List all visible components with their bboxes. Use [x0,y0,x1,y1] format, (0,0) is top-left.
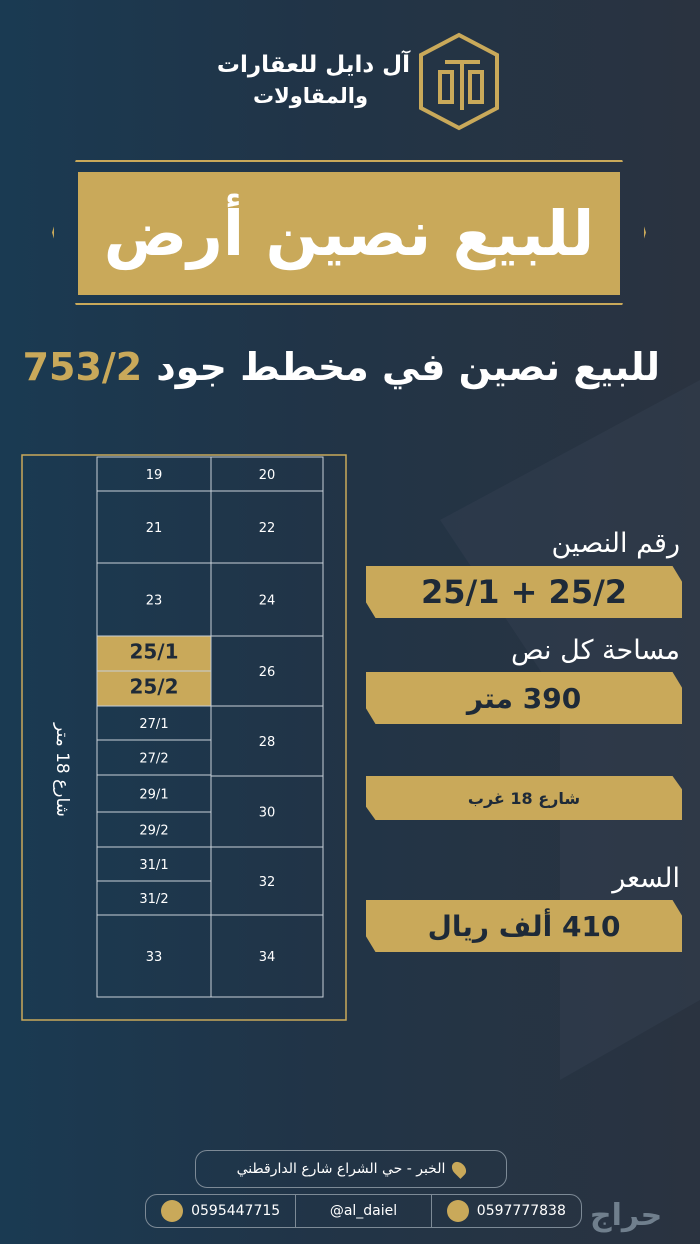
lot-label: 19 [146,468,163,483]
lot-label: 21 [146,521,163,536]
brand-subname: والمقاولات [252,84,368,108]
pin-icon [449,1159,470,1179]
area-value: 390 متر [366,672,682,724]
contact-pill: 0595447715 @al_daiel 0597777838 [145,1194,582,1228]
area-label: مساحة كل نص [510,635,680,666]
lot-label: 28 [259,735,276,750]
lot-label: 27/1 [139,717,168,732]
lot-label: 25/2 [129,675,178,699]
lot-label: 22 [259,521,276,536]
lot-label: 23 [146,594,163,609]
plots-label: رقم النصين [551,528,681,559]
lot-label: 30 [259,806,276,821]
whatsapp-icon [161,1200,184,1222]
watermark: حراج [590,1198,663,1233]
phone-call[interactable]: 0597777838 [476,1203,566,1219]
handle[interactable]: @al_daiel [329,1203,398,1219]
phone-whatsapp[interactable]: 0595447715 [191,1203,281,1219]
handle-seg: @al_daiel [295,1195,432,1227]
location: الخبر - حي الشراع شارع الدارقطني [236,1161,446,1177]
headline: للبيع نصين أرض [103,197,595,270]
lot-label: 27/2 [139,752,168,767]
call: 0597777838 [432,1195,581,1227]
lot [96,670,212,707]
lot-label: 24 [259,594,276,609]
lot-label: 33 [146,950,163,965]
lot-label: 34 [259,950,276,965]
headline-box [78,172,620,295]
lot-label: 31/2 [139,892,168,907]
subtitle: 753/2 للبيع نصين في مخطط جود [20,345,660,389]
street-value: شارع 18 غرب [366,776,682,820]
plot-map: 19 21 23 25/1 25/2 27/1 27/2 29/1 29/2 31/1 31/2 33… [96,456,324,998]
lot-label: 25/1 [129,640,178,664]
street-label: شارع 18 متر [52,723,73,817]
price-value: 410 ألف ريال [366,900,682,952]
call-icon [446,1200,469,1222]
plan-number: 753/2 [22,345,143,389]
lot-label: 20 [259,468,276,483]
location-pill: الخبر - حي الشراع شارع الدارقطني [195,1150,507,1188]
street-wrap: شارع 18 متر [32,715,92,825]
whatsapp: 0595447715 [146,1195,295,1227]
lot-label: 31/1 [139,858,168,873]
lot [210,914,324,998]
plots-value: 25/2 + 25/1 [366,566,682,618]
lot-label: 32 [259,875,276,890]
lot [96,635,212,672]
subtitle-text: للبيع نصين في مخطط جود [156,345,660,389]
lot-label: 26 [259,665,276,680]
lot-label: 29/1 [139,788,168,803]
price-label: السعر [612,863,680,894]
brand-name: آل دايل للعقارات [216,52,410,78]
headline-frame [52,160,646,305]
lot-label: 29/2 [139,824,168,839]
